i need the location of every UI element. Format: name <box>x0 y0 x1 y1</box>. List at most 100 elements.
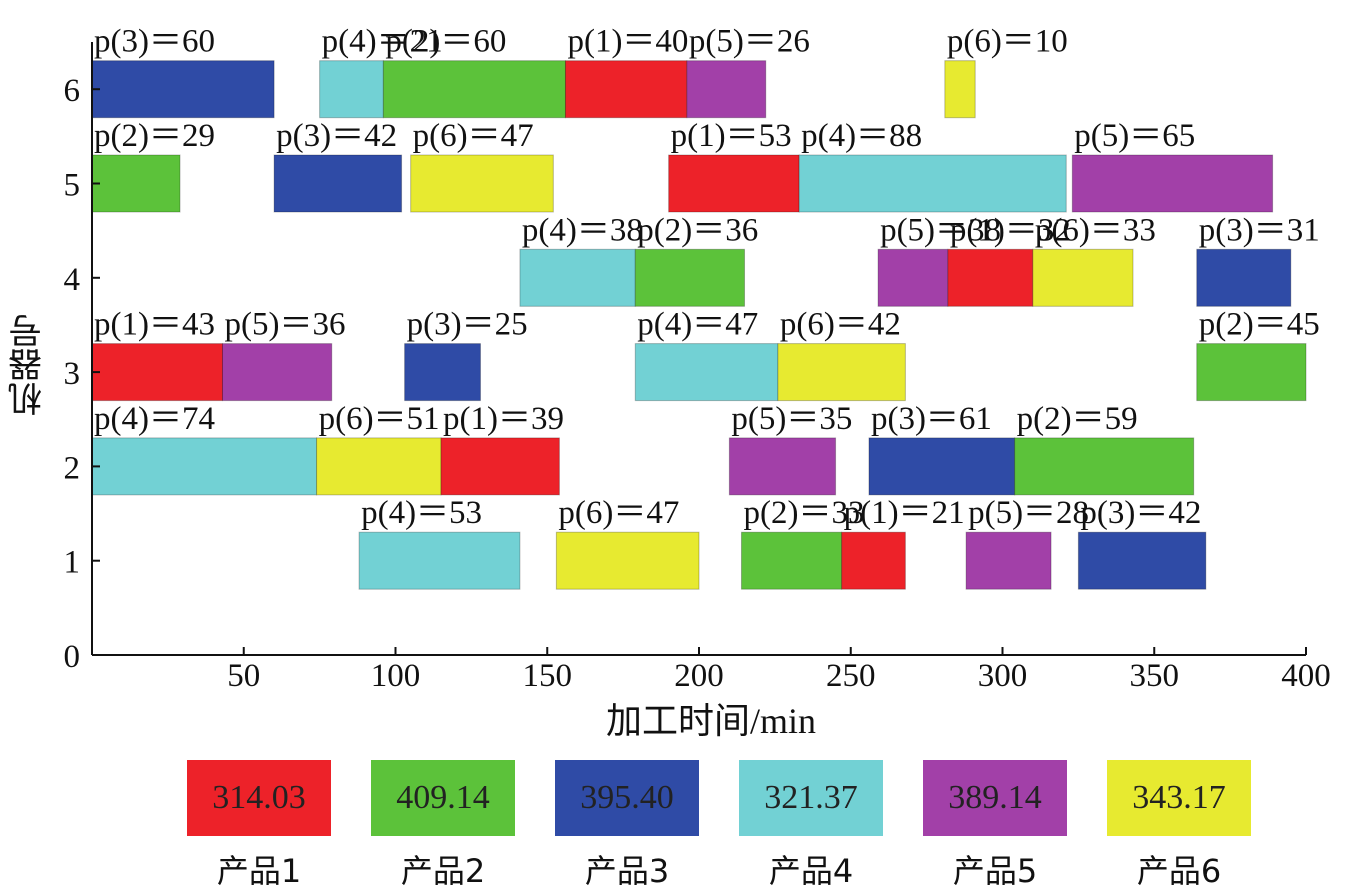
task-label-m3-p2: p(2)＝45 <box>1199 307 1320 343</box>
task-bar-m3-p2 <box>1196 343 1307 402</box>
task-bar-m1-p1 <box>841 531 906 590</box>
task-label-m1-p4: p(4)＝53 <box>361 495 482 531</box>
task-label-m3-p6: p(6)＝42 <box>780 307 901 343</box>
task-labels: p(3)＝60 p(4)＝21p(2)＝60 p(1)＝40 p(5)＝26 p(6)＝… <box>94 24 1320 532</box>
task-label-m6-p1: p(1)＝40 <box>567 24 688 60</box>
task-label-m1-p2: p(2)＝33 <box>743 495 864 531</box>
task-bar-m1-p2 <box>740 531 843 590</box>
y-tick-label: 0 <box>64 639 81 675</box>
task-label-m2-p5: p(5)＝35 <box>731 401 852 437</box>
task-bar-m4-p3 <box>1196 248 1292 307</box>
y-tick-label: 3 <box>64 356 81 392</box>
task-bar-m2-p3 <box>868 437 1016 496</box>
task-bar-m3-p4 <box>634 343 779 402</box>
legend-item-product-1: 314.03 产品1 <box>187 758 337 890</box>
task-label-m1-p6: p(6)＝47 <box>558 495 679 531</box>
task-bar-m6-p4 <box>319 60 384 119</box>
task-label-m4-p5: p(5)＝38 <box>880 212 1001 248</box>
task-label-m4-p4: p(4)＝38 <box>522 212 643 248</box>
legend-swatch-value: 395.40 <box>555 760 699 836</box>
legend-label: 产品6 <box>1136 852 1222 890</box>
task-bar-m3-p5 <box>222 343 333 402</box>
task-label-m2-p2: p(2)＝59 <box>1017 401 1138 437</box>
task-bar-m1-p6 <box>555 531 700 590</box>
task-bar-m6-p1 <box>564 60 688 119</box>
task-label-m6-p5: p(5)＝26 <box>689 24 810 60</box>
task-bar-m5-p3 <box>273 154 403 213</box>
task-bar-m6-p3 <box>91 60 275 119</box>
task-bar-m6-p2 <box>382 60 566 119</box>
x-tick-label: 400 <box>1281 658 1331 694</box>
task-bar-m6-p6 <box>944 60 976 119</box>
task-label-m5-p2: p(2)＝29 <box>94 118 215 154</box>
task-label-m5-p1: p(1)＝53 <box>671 118 792 154</box>
task-label-m6-p3: p(3)＝60 <box>94 24 215 60</box>
legend-label: 产品2 <box>400 852 486 890</box>
task-bar-m1-p4 <box>358 531 521 590</box>
x-tick-label: 250 <box>826 658 876 694</box>
task-label-m5-p3: p(3)＝42 <box>276 118 397 154</box>
legend-item-product-3: 395.40 产品3 <box>555 758 705 890</box>
x-axis-title: 加工时间/min <box>606 701 816 741</box>
task-label-m4-p2: p(2)＝36 <box>637 212 758 248</box>
task-label-m3-p5: p(5)＝36 <box>225 307 346 343</box>
x-tick-label: 200 <box>674 658 724 694</box>
legend-item-product-2: 409.14 产品2 <box>371 758 521 890</box>
task-label-m4-p3: p(3)＝31 <box>1199 212 1320 248</box>
legend-swatch-value: 321.37 <box>739 760 883 836</box>
task-label-m6-p4: p(4)＝21 <box>322 24 443 60</box>
task-bars <box>91 60 1307 590</box>
task-bar-m5-p6 <box>410 154 554 213</box>
task-bar-m4-p2 <box>634 248 746 307</box>
task-bar-m3-p1 <box>91 343 224 402</box>
legend-label: 产品1 <box>216 852 302 890</box>
task-label-m5-p4: p(4)＝88 <box>801 118 922 154</box>
task-bar-m5-p2 <box>91 154 181 213</box>
task-bar-m2-p1 <box>440 437 560 496</box>
task-label-m2-p4: p(4)＝74 <box>94 401 215 437</box>
legend-swatch-value: 409.14 <box>371 760 515 836</box>
y-axis-title: 机器号 <box>8 314 49 416</box>
task-label-m1-p5: p(5)＝28 <box>968 495 1089 531</box>
task-bar-m4-p6 <box>1032 248 1134 307</box>
y-tick-label: 2 <box>64 450 81 486</box>
y-tick-label: 6 <box>64 73 81 109</box>
legend-label: 产品4 <box>768 852 854 890</box>
task-bar-m2-p5 <box>728 437 837 496</box>
y-tick-label: 4 <box>64 262 81 298</box>
x-tick-label: 300 <box>978 658 1028 694</box>
task-bar-m5-p1 <box>668 154 800 213</box>
task-bar-m1-p5 <box>965 531 1052 590</box>
task-label-m3-p3: p(3)＝25 <box>407 307 528 343</box>
task-label-m2-p1: p(1)＝39 <box>443 401 564 437</box>
task-label-m3-p4: p(4)＝47 <box>637 307 758 343</box>
legend-swatch-value: 314.03 <box>187 760 331 836</box>
legend-swatch-value: 343.17 <box>1107 760 1251 836</box>
task-bar-m5-p5 <box>1071 154 1274 213</box>
task-label-m2-p3: p(3)＝61 <box>871 401 992 437</box>
task-label-m1-p1: p(1)＝21 <box>844 495 965 531</box>
task-label-m6-p6: p(6)＝10 <box>947 24 1068 60</box>
legend-item-product-4: 321.37 产品4 <box>739 758 889 890</box>
task-bar-m5-p4 <box>798 154 1067 213</box>
legend-item-product-6: 343.17 产品6 <box>1107 758 1257 890</box>
task-label-m4-p1: p(1)＝32 <box>950 212 1071 248</box>
legend-item-product-5: 389.14 产品5 <box>923 758 1073 890</box>
task-label-m2-p6: p(6)＝51 <box>319 401 440 437</box>
task-bar-m1-p3 <box>1077 531 1207 590</box>
task-bar-m3-p3 <box>404 343 481 402</box>
y-tick-label: 1 <box>64 545 81 581</box>
task-label-m6-p2: p(2)＝60 <box>385 24 506 60</box>
task-bar-m4-p5 <box>877 248 949 307</box>
legend-label: 产品3 <box>584 852 670 890</box>
task-label-m5-p6: p(6)＝47 <box>413 118 534 154</box>
task-label-m5-p5: p(5)＝65 <box>1074 118 1195 154</box>
task-bar-m2-p2 <box>1014 437 1195 496</box>
task-bar-m4-p4 <box>519 248 636 307</box>
x-tick-label: 350 <box>1130 658 1180 694</box>
x-tick-label: 100 <box>371 658 421 694</box>
axes: 50 100 150 200 250 300 350 400 0 1 2 3 4 5 6 <box>64 42 1331 694</box>
x-tick-label: 50 <box>227 658 260 694</box>
legend: 314.03 产品1 409.14 产品2 395.40 产品3 321.37 产品4 389.… <box>0 758 1347 893</box>
